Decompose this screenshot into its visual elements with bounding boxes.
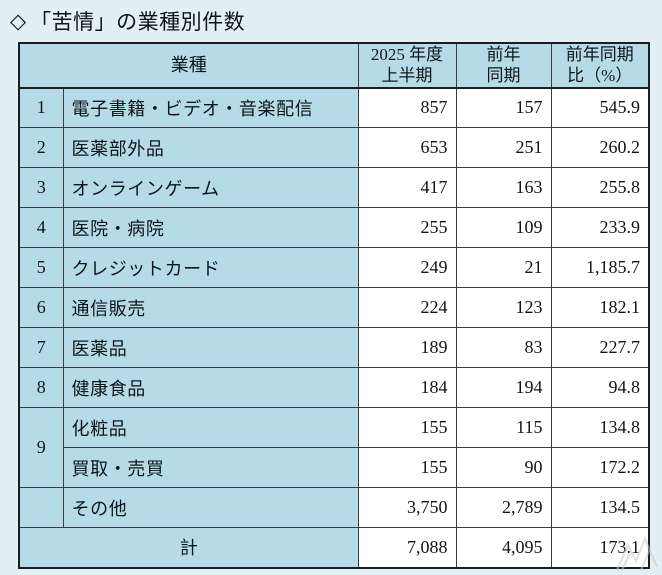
cell-current-period: 249 — [357, 247, 457, 288]
cell-industry-name: 医薬部外品 — [62, 127, 359, 168]
cell-industry-name: オンラインゲーム — [62, 167, 359, 208]
cell-industry-name: 医薬品 — [62, 327, 359, 368]
column-header-yoy-ratio: 前年同期 比（%） — [550, 42, 650, 89]
cell-total-label: 計 — [18, 527, 359, 568]
cell-previous-period: 115 — [455, 407, 552, 448]
page-title: ◇ 「苦情」の業種別件数 — [10, 6, 245, 38]
complaints-by-industry-table: 業種 2025 年度 上半期 前年 同期 前年同期 比（%） 1 電子書籍・ビデオ… — [18, 42, 650, 569]
cell-yoy-ratio: 182.1 — [550, 287, 650, 328]
cell-previous-period: 163 — [455, 167, 552, 208]
column-header-current-period: 2025 年度 上半期 — [357, 42, 457, 89]
cell-industry-name: 医院・病院 — [62, 207, 359, 248]
cell-previous-period: 194 — [455, 367, 552, 408]
cell-yoy-ratio: 545.9 — [550, 87, 650, 128]
cell-previous-period: 83 — [455, 327, 552, 368]
table-row: 4 医院・病院 255 109 233.9 — [18, 207, 650, 248]
page-title-text: 「苦情」の業種別件数 — [30, 9, 246, 34]
column-header-current-period-line1: 2025 年度 — [370, 45, 444, 64]
cell-current-period: 857 — [357, 87, 457, 128]
cell-current-period: 155 — [357, 407, 457, 448]
cell-current-period: 184 — [357, 367, 457, 408]
cell-rank: 8 — [18, 367, 64, 408]
cell-industry-name: 健康食品 — [62, 367, 359, 408]
column-header-current-period-line2: 上半期 — [381, 66, 433, 86]
cell-previous-period: 157 — [455, 87, 552, 128]
cell-yoy-ratio: 260.2 — [550, 127, 650, 168]
table-row: 買取・売買 155 90 172.2 — [19, 447, 650, 488]
table-row: 8 健康食品 184 194 94.8 — [18, 367, 650, 408]
cell-total-previous: 4,095 — [455, 527, 552, 568]
cell-rank: 3 — [18, 167, 64, 208]
header-row: 業種 2025 年度 上半期 前年 同期 前年同期 比（%） — [18, 42, 650, 89]
cell-yoy-ratio: 94.8 — [550, 367, 650, 408]
cell-current-period: 3,750 — [357, 487, 457, 528]
table-row: 7 医薬品 189 83 227.7 — [18, 327, 650, 368]
cell-current-period: 224 — [357, 287, 457, 328]
cell-yoy-ratio: 255.8 — [550, 167, 650, 208]
diamond-bullet-icon: ◇ — [10, 8, 27, 33]
table-row: その他 3,750 2,789 134.5 — [18, 487, 650, 528]
cell-industry-name: 電子書籍・ビデオ・音楽配信 — [62, 87, 359, 128]
column-header-previous-period-line1: 前年 — [486, 45, 521, 64]
column-header-previous-period: 前年 同期 — [455, 42, 552, 89]
column-header-previous-period-line2: 同期 — [486, 66, 521, 86]
cell-industry-name: 通信販売 — [62, 287, 359, 328]
cell-yoy-ratio: 233.9 — [550, 207, 650, 248]
table-row: 6 通信販売 224 123 182.1 — [18, 287, 650, 328]
cell-rank — [18, 487, 64, 528]
table-row: 3 オンラインゲーム 417 163 255.8 — [18, 167, 650, 208]
cell-total-ratio: 173.1 — [550, 527, 650, 568]
cell-rank: 4 — [18, 207, 64, 248]
cell-industry-name: 化粧品 — [62, 407, 359, 448]
cell-rank: 2 — [18, 127, 64, 168]
cell-industry-name: クレジットカード — [62, 247, 359, 288]
cell-industry-name: 買取・売買 — [62, 447, 359, 488]
cell-industry-name: その他 — [62, 487, 359, 528]
cell-previous-period: 251 — [455, 127, 552, 168]
cell-rank: 7 — [18, 327, 64, 368]
cell-previous-period: 2,789 — [455, 487, 552, 528]
cell-rank: 1 — [18, 87, 64, 128]
table-row: 9 化粧品 155 115 134.8 — [18, 407, 650, 488]
cell-current-period: 653 — [357, 127, 457, 168]
column-header-industry: 業種 — [18, 42, 359, 89]
cell-previous-period: 90 — [455, 447, 552, 488]
cell-current-period: 189 — [357, 327, 457, 368]
cell-rank: 5 — [18, 247, 64, 288]
cell-total-current: 7,088 — [357, 527, 457, 568]
cell-rank: 6 — [18, 287, 64, 328]
cell-yoy-ratio: 134.5 — [550, 487, 650, 528]
cell-previous-period: 21 — [455, 247, 552, 288]
cell-previous-period: 109 — [455, 207, 552, 248]
cell-yoy-ratio: 172.2 — [550, 447, 650, 488]
table-total-row: 計 7,088 4,095 173.1 — [18, 527, 650, 568]
cell-current-period: 255 — [357, 207, 457, 248]
table-body: 1 電子書籍・ビデオ・音楽配信 857 157 545.9 2 医薬部外品 653 251 260… — [18, 87, 650, 568]
cell-yoy-ratio: 1,185.7 — [550, 247, 650, 288]
cell-yoy-ratio: 134.8 — [550, 407, 650, 448]
table-header: 業種 2025 年度 上半期 前年 同期 前年同期 比（%） — [18, 42, 650, 89]
column-header-yoy-ratio-line2: 比（%） — [567, 66, 633, 86]
column-header-yoy-ratio-line1: 前年同期 — [565, 45, 634, 64]
cell-yoy-ratio: 227.7 — [550, 327, 650, 368]
cell-previous-period: 123 — [455, 287, 552, 328]
cell-rank: 9 — [18, 407, 64, 488]
cell-current-period: 417 — [357, 167, 457, 208]
table-row: 5 クレジットカード 249 21 1,185.7 — [18, 247, 650, 288]
table-row: 2 医薬部外品 653 251 260.2 — [18, 127, 650, 168]
table-row: 1 電子書籍・ビデオ・音楽配信 857 157 545.9 — [18, 87, 650, 128]
cell-current-period: 155 — [357, 447, 457, 488]
